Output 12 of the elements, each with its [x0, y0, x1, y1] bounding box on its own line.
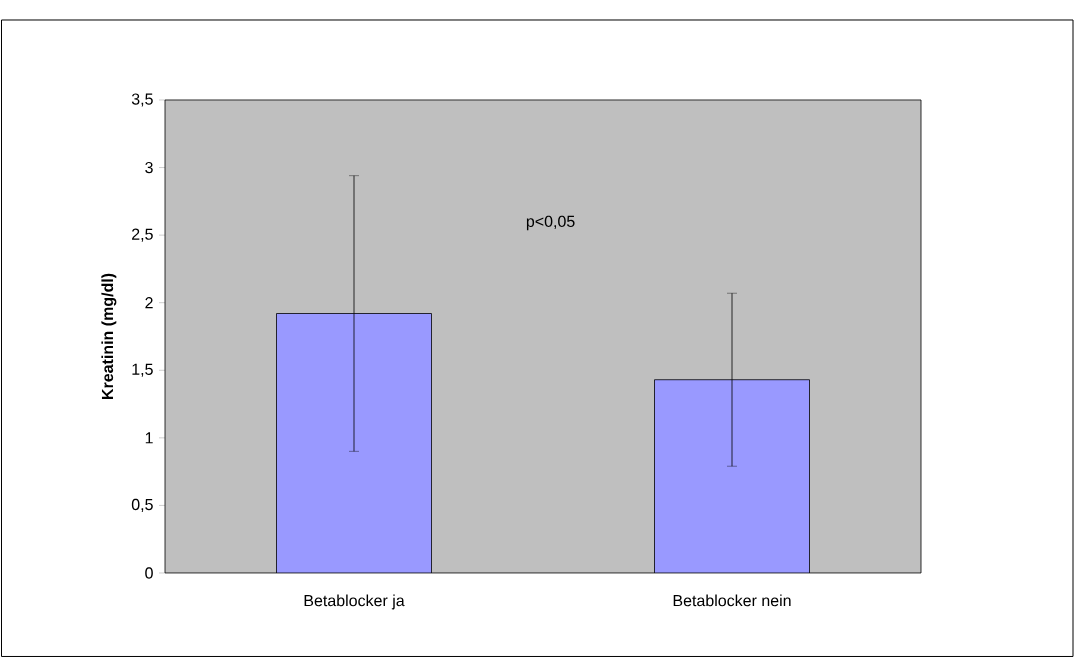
y-tick-label: 1: [145, 432, 153, 444]
y-tick-label: 0,5: [131, 498, 153, 513]
y-tick-label: 2: [145, 297, 153, 309]
y-tick-label: 2,5: [132, 228, 153, 242]
x-tick-label: Betablocker ja: [304, 594, 405, 610]
y-tick-label: 3,5: [131, 93, 153, 107]
y-tick-label: 1,5: [132, 363, 153, 377]
y-axis-title: Kreatinin (mg/dl): [101, 273, 117, 399]
y-tick-label: 0: [145, 567, 153, 579]
y-tick-label: 3: [145, 161, 153, 174]
annotation: p<0,05: [526, 215, 575, 231]
x-tick-label: Betablocker nein: [673, 594, 791, 607]
